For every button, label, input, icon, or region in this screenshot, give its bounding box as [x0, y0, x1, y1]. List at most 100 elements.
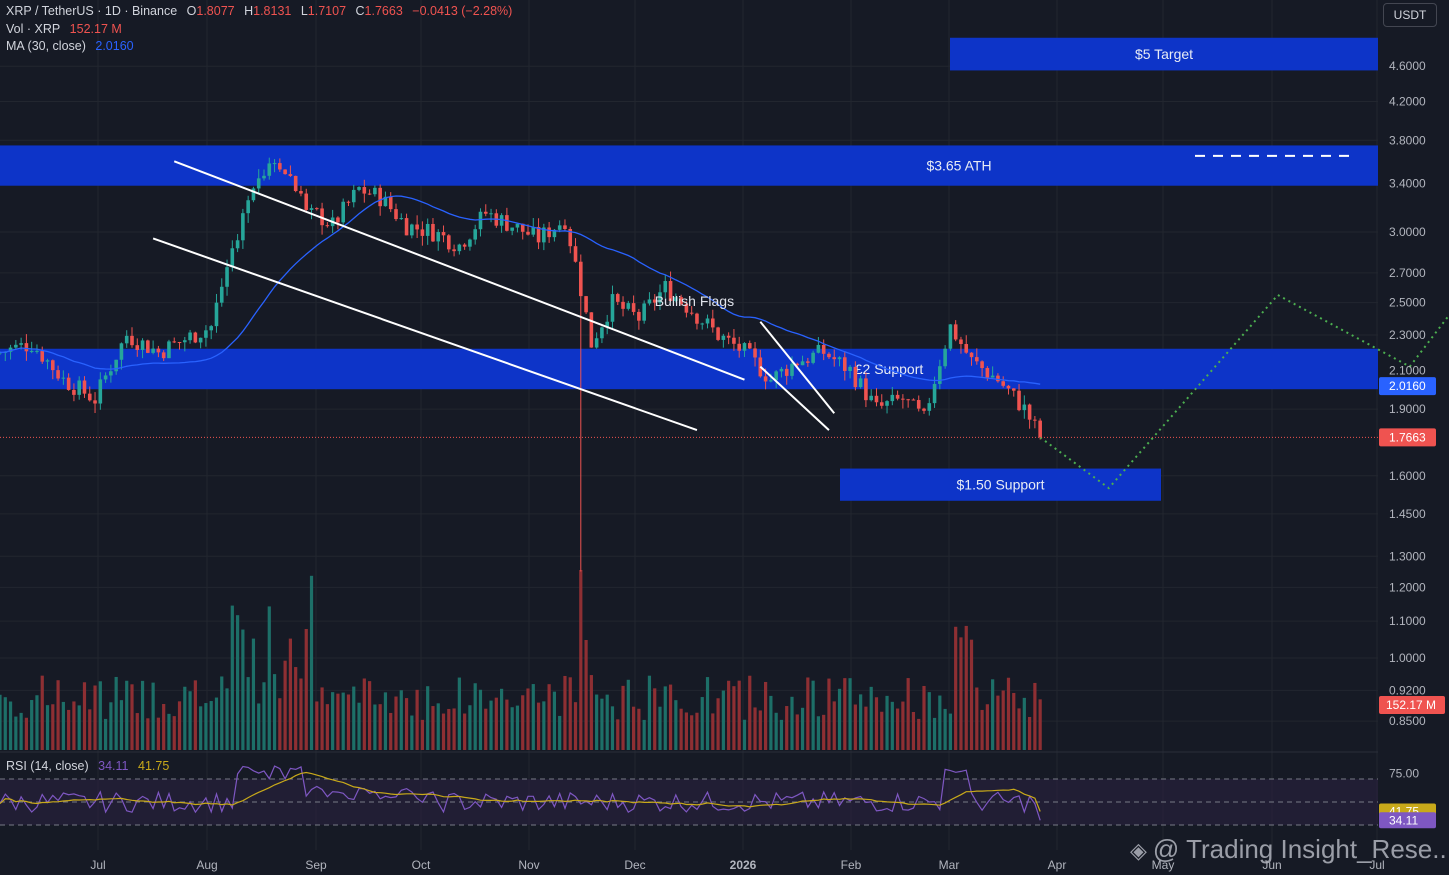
volume-bar — [1012, 692, 1016, 750]
candle — [489, 213, 493, 215]
candle — [610, 294, 615, 322]
candle — [531, 226, 536, 235]
y-tick-label: 0.9200 — [1389, 683, 1426, 697]
candle — [177, 342, 182, 344]
rsi-line — [0, 765, 1041, 821]
candle — [763, 376, 768, 382]
volume-bar — [0, 694, 2, 750]
zone-label: $5 Target — [1135, 46, 1193, 62]
volume-bar — [526, 688, 530, 750]
volume-bar — [368, 681, 372, 750]
volume-bar — [378, 704, 382, 750]
flag-upper-line — [759, 321, 836, 414]
volume-bar — [294, 667, 298, 750]
candle — [874, 395, 879, 403]
candle — [114, 359, 118, 372]
candle — [837, 357, 842, 360]
y-tick-label: 1.2000 — [1389, 580, 1426, 594]
volume-bar — [500, 688, 504, 750]
currency-unit-button[interactable]: USDT — [1383, 3, 1437, 27]
candle — [304, 193, 309, 210]
candle — [193, 332, 198, 343]
candle — [732, 337, 736, 344]
candle — [568, 228, 573, 247]
candle — [72, 389, 76, 395]
volume-bar — [262, 682, 266, 750]
volume-bar — [996, 695, 1000, 750]
candle — [410, 224, 414, 236]
volume-bar — [864, 706, 868, 750]
volume-bar — [119, 700, 124, 750]
volume-bar — [325, 704, 329, 750]
volume-bar — [288, 638, 292, 750]
candle — [87, 393, 92, 401]
candle — [56, 370, 60, 379]
watermark-text: @ Trading Insight_Rese... — [1152, 834, 1449, 864]
watermark: ◈ @ Trading Insight_Rese... — [1130, 834, 1449, 865]
volume-bar — [172, 716, 176, 750]
y-tick-label: 2.7000 — [1389, 266, 1426, 280]
rsi-ma-value: 41.75 — [138, 759, 170, 773]
candle — [172, 341, 177, 343]
candle — [684, 303, 689, 313]
volume-bar — [695, 712, 699, 750]
volume-bar — [320, 687, 324, 750]
candle — [747, 343, 752, 349]
zone-band — [0, 145, 1378, 186]
candle — [536, 226, 541, 243]
volume-bar — [389, 712, 393, 750]
candle — [283, 169, 287, 175]
volume-bar — [336, 693, 340, 750]
volume-bar — [774, 712, 778, 750]
volume-bar — [426, 686, 430, 750]
volume-bar — [536, 702, 541, 750]
candle — [711, 318, 715, 328]
volume-bar — [14, 716, 18, 750]
candle — [447, 235, 451, 250]
candle — [811, 352, 815, 363]
candle — [135, 345, 140, 351]
candle — [1001, 381, 1005, 386]
candle — [124, 335, 129, 344]
volume-bar — [964, 625, 968, 750]
volume-bar — [954, 626, 958, 750]
x-tick-label: May — [1152, 858, 1175, 872]
volume-bar — [869, 686, 873, 750]
candle — [621, 301, 625, 309]
candle — [557, 225, 562, 230]
volume-bar — [938, 695, 942, 750]
y-tick-label: 2.5000 — [1389, 296, 1426, 310]
volume-bar — [795, 714, 799, 750]
candle — [985, 368, 990, 378]
candle — [795, 363, 800, 366]
y-tick-label: 0.8500 — [1389, 714, 1426, 728]
x-tick-label: Feb — [841, 858, 862, 872]
candle — [183, 340, 187, 343]
volume-bar — [927, 692, 931, 750]
low-label: L — [300, 4, 308, 18]
candle — [858, 378, 863, 388]
candle — [66, 377, 71, 390]
ma-line — [0, 195, 1041, 385]
volume-bar — [341, 692, 345, 750]
y-tick-label: 3.8000 — [1389, 133, 1426, 147]
candle — [478, 211, 483, 230]
candle — [843, 357, 847, 371]
volume-bar — [473, 683, 477, 750]
volume-bar — [922, 685, 926, 750]
candle — [1006, 385, 1011, 389]
candle — [1022, 404, 1027, 411]
volume-bar — [1033, 682, 1037, 750]
volume-bar — [552, 691, 556, 750]
candle — [742, 343, 747, 351]
volume-bar — [822, 714, 826, 750]
open-value: 1.8077 — [196, 4, 235, 18]
candle — [784, 368, 789, 376]
volume-bar — [1022, 697, 1026, 750]
candle — [29, 350, 34, 352]
rsi-value-tag-label: 34.11 — [1389, 813, 1418, 827]
volume-bar — [727, 680, 731, 750]
candle — [383, 196, 388, 207]
candle — [457, 244, 462, 252]
candle — [420, 229, 425, 236]
